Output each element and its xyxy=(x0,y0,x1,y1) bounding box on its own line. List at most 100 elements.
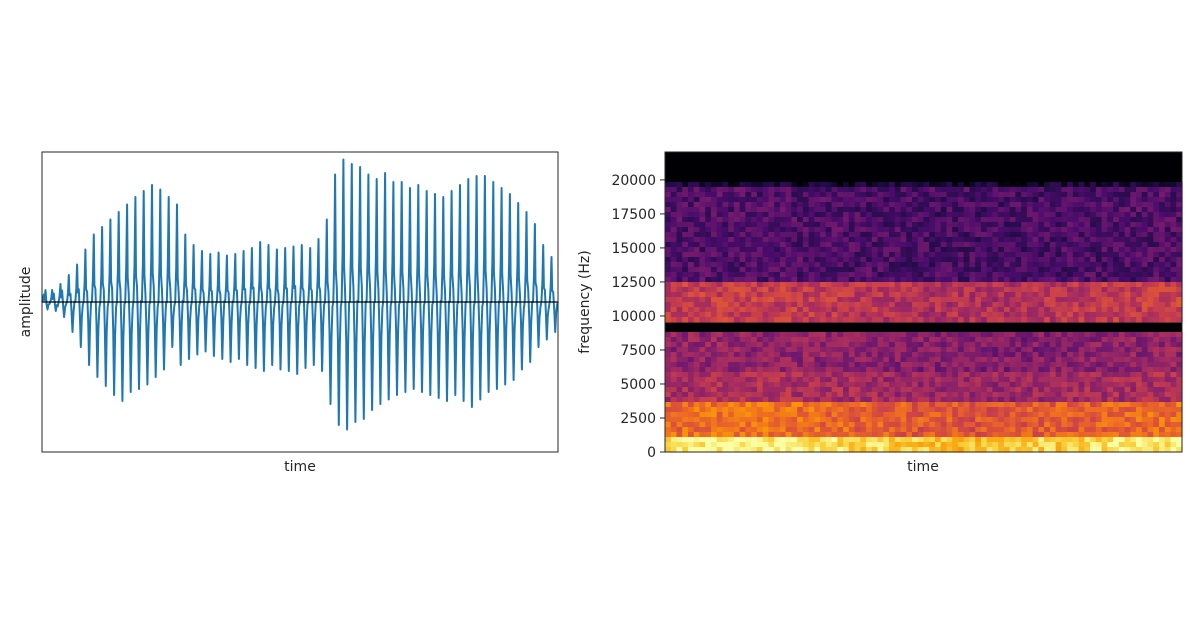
spectrogram-cell xyxy=(1147,192,1154,198)
spectrogram-cell xyxy=(900,362,907,368)
spectrogram-cell xyxy=(940,352,948,358)
spectrogram-cell xyxy=(756,237,764,243)
spectrogram-cell xyxy=(866,412,873,418)
spectrogram-cell xyxy=(1130,377,1137,383)
spectrogram-cell xyxy=(1164,192,1172,198)
spectrogram-cell xyxy=(952,442,959,448)
spectrogram-cell xyxy=(710,242,718,248)
spectrogram-cell xyxy=(808,357,815,363)
spectrogram-cell xyxy=(957,407,965,413)
spectrogram-cell xyxy=(762,392,769,398)
spectrogram-cell xyxy=(992,272,999,278)
spectrogram-cell xyxy=(837,387,844,393)
spectrogram-cell xyxy=(820,372,827,378)
spectrogram-cell xyxy=(998,182,1005,188)
spectrogram-cell xyxy=(705,372,712,378)
spectrogram-cell xyxy=(762,417,769,423)
spectrogram-cell xyxy=(848,282,856,288)
spectrogram-cell xyxy=(889,267,896,273)
spectrogram-cell xyxy=(665,262,672,268)
spectrogram-cell xyxy=(860,282,867,288)
spectrogram-cell xyxy=(917,227,925,233)
spectrogram-cell xyxy=(1107,202,1114,208)
spectrogram-cell xyxy=(751,192,758,198)
spectrogram-cell xyxy=(1095,347,1103,353)
spectrogram-cell xyxy=(1141,252,1149,258)
spectrogram-cell xyxy=(923,402,930,408)
spectrogram-cell xyxy=(969,267,976,273)
spectrogram-cell xyxy=(728,257,735,263)
spectrogram-cell xyxy=(929,342,936,348)
spectrogram-cell xyxy=(791,367,798,373)
spectrogram-cell xyxy=(831,307,838,313)
spectrogram-cell xyxy=(1032,342,1039,348)
spectrogram-cell xyxy=(1101,317,1108,323)
spectrogram-cell xyxy=(779,447,787,453)
spectrogram-cell xyxy=(1164,267,1172,273)
spectrogram-cell xyxy=(774,277,781,283)
spectrogram-cell xyxy=(1147,297,1154,303)
spectrogram-cell xyxy=(1113,417,1120,423)
spectrogram-cell xyxy=(1176,442,1183,448)
spectrogram-cell xyxy=(1141,442,1149,448)
spectrogram-cell xyxy=(1136,402,1143,408)
spectrogram-cell xyxy=(716,257,724,263)
spectrogram-cell xyxy=(843,447,850,453)
spectrogram-cell xyxy=(969,352,976,358)
spectrogram-cell xyxy=(1136,377,1143,383)
spectrogram-cell xyxy=(969,442,976,448)
spectrogram-cell xyxy=(814,357,821,363)
spectrogram-cell xyxy=(871,262,879,268)
spectrogram-cell xyxy=(1015,212,1022,218)
spectrogram-cell xyxy=(1159,392,1166,398)
spectrogram-cell xyxy=(986,307,994,313)
spectrogram-cell xyxy=(912,447,919,453)
spectrogram-cell xyxy=(894,412,902,418)
spectrogram-cell xyxy=(739,207,747,213)
spectrogram-cell xyxy=(785,207,792,213)
spectrogram-cell xyxy=(1061,292,1068,298)
spectrogram-cell xyxy=(929,222,936,228)
spectrogram-cell xyxy=(722,357,729,363)
spectrogram-cell xyxy=(1170,252,1177,258)
spectrogram-cell xyxy=(940,187,948,193)
spectrogram-cell xyxy=(1021,387,1028,393)
spectrogram-cell xyxy=(1003,377,1011,383)
spectrogram-cell xyxy=(802,427,810,433)
spectrogram-cell xyxy=(1061,202,1068,208)
spectrogram-cell xyxy=(837,372,844,378)
spectrogram-cell xyxy=(779,317,787,323)
spectrogram-cell xyxy=(980,252,988,258)
spectrogram-cell xyxy=(797,387,804,393)
spectrogram-cell xyxy=(705,352,712,358)
spectrogram-cell xyxy=(952,362,959,368)
spectrogram-cell xyxy=(1084,182,1091,188)
spectrogram-cell xyxy=(1090,247,1097,253)
spectrogram-cell xyxy=(848,377,856,383)
spectrogram-cell xyxy=(693,367,701,373)
spectrogram-cell xyxy=(722,207,729,213)
spectrogram-cell xyxy=(1026,217,1034,223)
spectrogram-cell xyxy=(986,272,994,278)
spectrogram-cell xyxy=(1072,357,1080,363)
spectrogram-cell xyxy=(1055,397,1062,403)
spectrogram-cell xyxy=(779,417,787,423)
spectrogram-cell xyxy=(992,402,999,408)
spectrogram-cell xyxy=(1101,267,1108,273)
spectrogram-cell xyxy=(1176,362,1183,368)
spectrogram-cell xyxy=(957,182,965,188)
spectrogram-cell xyxy=(1130,227,1137,233)
spectrogram-cell xyxy=(1153,362,1160,368)
spectrogram-cell xyxy=(693,252,701,258)
spectrogram-cell xyxy=(774,377,781,383)
spectrogram-cell xyxy=(871,272,879,278)
spectrogram-cell xyxy=(1118,357,1126,363)
spectrogram-cell xyxy=(837,217,844,223)
spectrogram-cell xyxy=(1049,237,1057,243)
spectrogram-cell xyxy=(1038,312,1045,318)
spectrogram-cell xyxy=(1038,302,1045,308)
spectrogram-cell xyxy=(963,297,971,303)
spectrogram-cell xyxy=(1159,427,1166,433)
spectrogram-cell xyxy=(952,252,959,258)
spectrogram-cell xyxy=(957,267,965,273)
